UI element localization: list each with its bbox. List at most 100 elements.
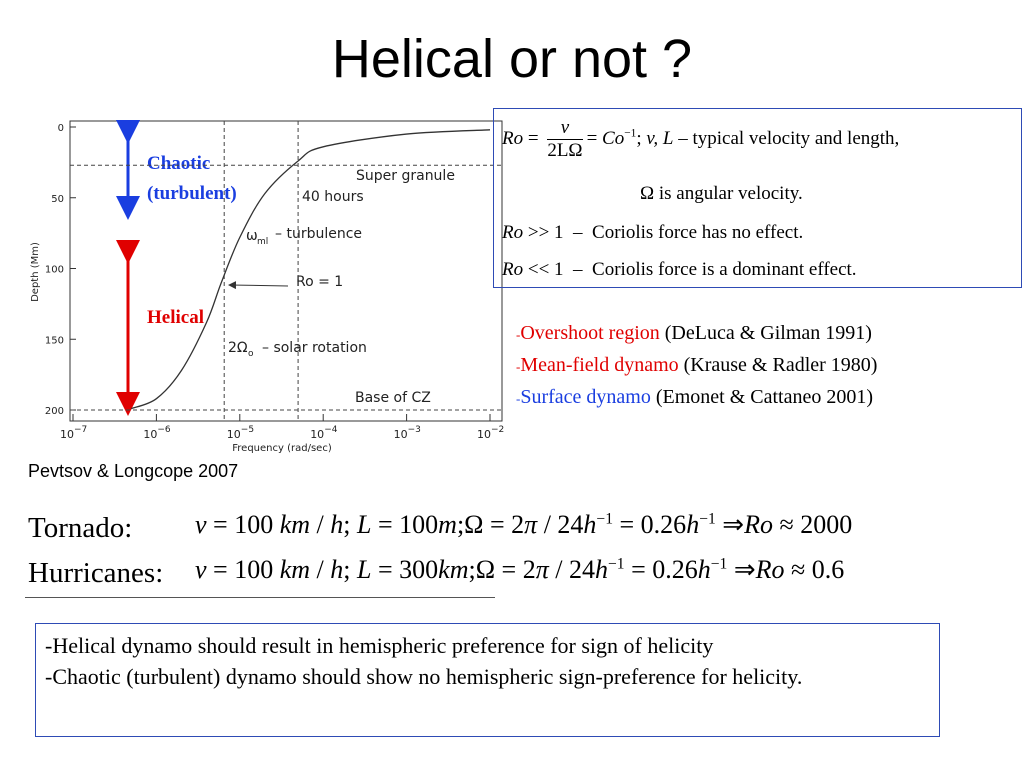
- reference-cite: (Emonet & Cattaneo 2001): [650, 386, 874, 408]
- eq-text: km: [279, 510, 311, 539]
- reference: -Overshoot region (DeLuca & Gilman 1991): [516, 318, 877, 350]
- conclusion-box: -Helical dynamo should result in hemisph…: [35, 623, 940, 737]
- x-tick-label: 10: [477, 428, 491, 441]
- case-label: Hurricanes:: [28, 557, 164, 589]
- eq-text: /: [310, 510, 331, 539]
- reference-topic: Overshoot region: [520, 322, 660, 344]
- annotation: ml: [257, 237, 268, 247]
- eq-text: −1: [710, 555, 728, 573]
- equation: Ω is angular velocity.: [640, 183, 803, 204]
- case-equation: v = 100 km / h; L = 100m;Ω = 2π / 24h−1 …: [195, 510, 852, 540]
- eq-text: ≈ 2000: [772, 510, 853, 539]
- annotation: o: [248, 349, 254, 359]
- case-label: Tornado:: [28, 512, 133, 544]
- x-tick-exponent: −2: [491, 425, 504, 435]
- eq-text: −1: [596, 510, 614, 528]
- y-tick-label: 50: [51, 194, 64, 205]
- eq-text: h: [583, 510, 597, 539]
- eq-text: −1: [699, 510, 716, 528]
- eq-text: ≈ 0.6: [784, 555, 845, 584]
- case-equation: v = 100 km / h; L = 300km;Ω = 2π / 24h−1…: [195, 555, 844, 585]
- eq-text: = 0.26: [613, 510, 687, 539]
- pointer-arrow: [228, 281, 289, 290]
- x-tick-label: 10: [143, 428, 157, 441]
- reference-topic: Mean-field dynamo: [520, 354, 679, 376]
- slide-title: Helical or not ?: [331, 29, 693, 89]
- separator: [25, 597, 495, 598]
- eq-text: Ro: [755, 555, 785, 584]
- eq-text: π: [524, 510, 538, 539]
- y-tick-label: 150: [45, 335, 64, 346]
- figure-caption: Pevtsov & Longcope 2007: [28, 461, 239, 481]
- x-tick-exponent: −3: [408, 425, 421, 435]
- eq-text: /: [310, 555, 331, 584]
- reference: -Mean-field dynamo (Krause & Radler 1980…: [516, 350, 877, 382]
- eq-text: ;: [636, 127, 647, 149]
- eq-text: π: [535, 555, 549, 584]
- y-tick-label: 0: [58, 123, 64, 134]
- curve: [131, 129, 491, 410]
- fraction: v 2LΩ: [547, 117, 583, 162]
- eq-text: −1: [607, 555, 625, 573]
- eq-text: v, L: [646, 127, 674, 149]
- eq-text: ;: [343, 510, 358, 539]
- eq-text: ;: [343, 555, 358, 584]
- plot-frame: [69, 120, 503, 422]
- x-tick-label: 10: [227, 428, 241, 441]
- annotation: Base of CZ: [355, 390, 431, 406]
- eq-text: v: [195, 510, 207, 539]
- x-tick-exponent: −5: [241, 425, 254, 435]
- eq-text: km: [438, 555, 469, 584]
- y-axis-label: Depth (Mm): [30, 242, 41, 302]
- helical-label: Helical: [147, 307, 204, 328]
- eq-text: L: [357, 510, 372, 539]
- eq-text: Ro: [502, 222, 524, 243]
- annotation: ω: [246, 228, 258, 244]
- x-tick-exponent: −6: [157, 425, 171, 435]
- equation-box: Ro = v 2LΩ = Co−1; v, L – typical velocity…: [493, 108, 1022, 288]
- reference-dash: -: [516, 359, 521, 374]
- eq-text: h: [686, 510, 700, 539]
- conclusion-text: -Chaotic (turbulent) dynamo should show …: [45, 664, 803, 689]
- reference-topic: Surface dynamo: [520, 386, 651, 408]
- eq-text: h: [330, 510, 344, 539]
- eq-text: = 100: [206, 555, 280, 584]
- reference: -Surface dynamo (Emonet & Cattaneo 2001): [516, 382, 877, 414]
- eq-text: h: [594, 555, 608, 584]
- equation: Ro >> 1 – Coriolis force has no effect.: [502, 222, 803, 244]
- x-tick-label: 10: [310, 428, 324, 441]
- eq-text: Ro: [502, 259, 524, 280]
- annotation: 40 hours: [302, 189, 364, 205]
- eq-text: / 24: [548, 555, 595, 584]
- reference-dash: -: [516, 391, 521, 406]
- eq-text: ;Ω = 2: [468, 555, 536, 584]
- eq-text: h: [330, 555, 344, 584]
- eq-text: =: [527, 127, 539, 149]
- eq-text: v: [195, 555, 207, 584]
- equation: Ro << 1 – Coriolis force is a dominant e…: [502, 259, 857, 281]
- eq-text: h: [697, 555, 711, 584]
- annotation: – solar rotation: [262, 340, 367, 356]
- x-axis-label: Frequency (rad/sec): [232, 443, 332, 454]
- y-tick-label: 200: [45, 406, 64, 417]
- eq-text: ⇒: [727, 555, 756, 584]
- eq-text: = 300: [371, 555, 439, 584]
- y-tick-label: 100: [45, 265, 64, 276]
- eq-text: >> 1 – Coriolis force has no effect.: [523, 222, 804, 243]
- eq-text: 2LΩ: [547, 139, 583, 161]
- eq-text: << 1 – Coriolis force is a dominant effe…: [523, 259, 857, 280]
- eq-text: v: [547, 117, 582, 139]
- reference-cite: (Krause & Radler 1980): [678, 354, 878, 376]
- eq-text: v: [560, 117, 570, 138]
- x-tick-label: 10: [394, 428, 408, 441]
- annotation: 2Ω: [228, 340, 248, 356]
- eq-text: ⇒: [715, 510, 745, 539]
- x-tick-label: 10: [60, 428, 74, 441]
- chaotic-label: Chaotic: [147, 153, 210, 174]
- reference-dash: -: [516, 327, 521, 342]
- eq-text: = 0.26: [624, 555, 698, 584]
- eq-text: Co: [602, 127, 625, 149]
- annotation: Super granule: [356, 168, 455, 184]
